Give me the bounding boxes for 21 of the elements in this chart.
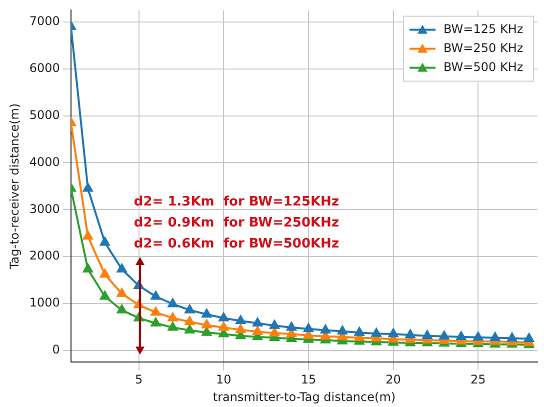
y-tick-label: 5000 xyxy=(29,108,60,122)
x-tick-label: 20 xyxy=(386,372,401,387)
y-tick-label: 3000 xyxy=(29,202,60,216)
y-tick-label: 4000 xyxy=(29,154,60,169)
y-axis-title: Tag-to-receiver distance(m) xyxy=(7,103,22,270)
x-tick-label: 15 xyxy=(300,372,316,387)
annotation: d2= 0.9Km for BW=250KHz xyxy=(134,215,340,230)
y-tick-label: 0 xyxy=(52,342,60,357)
x-tick-label: 10 xyxy=(216,372,232,387)
legend-label: BW=250 KHz xyxy=(444,40,524,55)
y-tick-label: 7000 xyxy=(29,14,60,28)
annotation: d2= 1.3Km for BW=125KHz xyxy=(134,194,340,210)
y-tick-label: 1000 xyxy=(29,296,60,310)
y-tick-label: 2000 xyxy=(29,248,60,263)
annotation: d2= 0.6Km for BW=500KHz xyxy=(134,236,340,252)
x-tick-label: 25 xyxy=(470,372,486,387)
legend-label: BW=125 KHz xyxy=(444,22,524,36)
y-tick-label: 6000 xyxy=(29,60,60,75)
x-axis-title: transmitter-to-Tag distance(m) xyxy=(212,390,396,404)
legend-label: BW=500 KHz xyxy=(444,60,524,74)
x-tick-label: 5 xyxy=(134,372,143,387)
